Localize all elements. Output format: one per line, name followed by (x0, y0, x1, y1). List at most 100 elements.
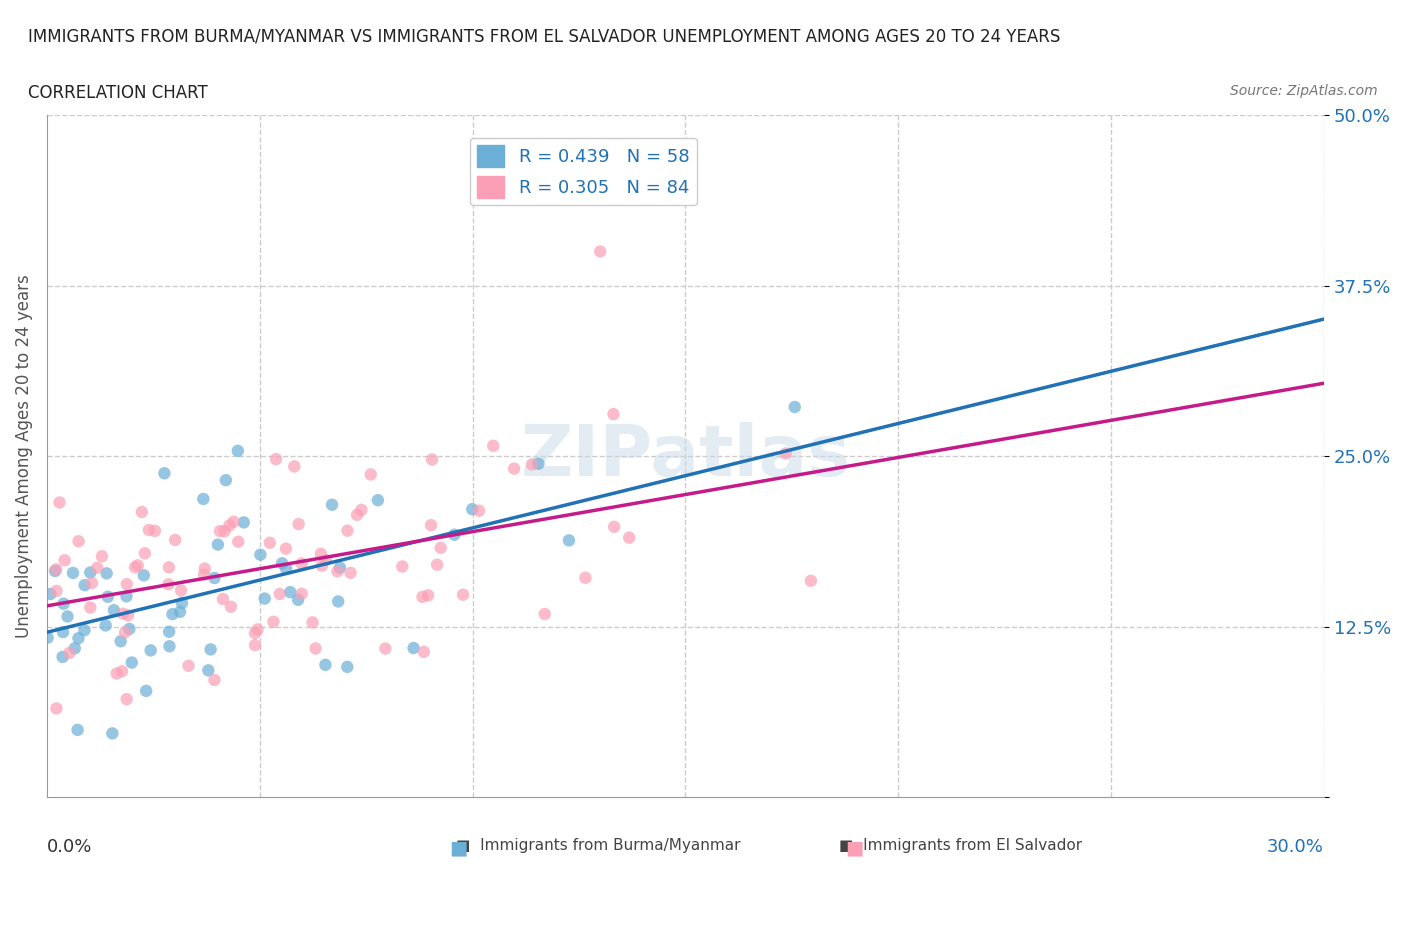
Point (800, 574, 823, 589)
Point (360, 467, 382, 482)
Point (291, 586, 314, 601)
Point (121, 655, 143, 670)
Point (67, 534, 90, 549)
Point (367, 493, 389, 508)
Text: 30.0%: 30.0% (1267, 838, 1324, 857)
Point (311, 558, 333, 573)
Point (418, 588, 440, 603)
Point (103, 603, 125, 618)
Point (503, 461, 526, 476)
Point (328, 594, 350, 609)
Point (315, 552, 337, 567)
Point (402, 641, 425, 656)
Point (420, 452, 443, 467)
Point (79, 600, 101, 615)
Point (67, 631, 90, 645)
Text: ZIPatlas: ZIPatlas (520, 421, 851, 491)
Point (112, 606, 135, 621)
Point (170, 583, 193, 598)
Point (110, 634, 132, 649)
Point (45, 583, 67, 598)
Point (138, 523, 160, 538)
Point (346, 508, 368, 523)
Point (197, 663, 219, 678)
Point (336, 524, 359, 538)
Point (468, 503, 491, 518)
Point (94, 618, 117, 632)
Point (218, 518, 240, 533)
Point (520, 457, 543, 472)
Point (336, 659, 359, 674)
Point (114, 625, 136, 640)
Point (232, 515, 254, 530)
Text: ■  Immigrants from Burma/Myanmar: ■ Immigrants from Burma/Myanmar (456, 838, 740, 853)
Point (204, 571, 226, 586)
Point (45, 562, 67, 577)
Point (321, 498, 343, 512)
Point (207, 538, 229, 552)
Point (269, 587, 291, 602)
Text: IMMIGRANTS FROM BURMA/MYANMAR VS IMMIGRANTS FROM EL SALVADOR UNEMPLOYMENT AMONG : IMMIGRANTS FROM BURMA/MYANMAR VS IMMIGRA… (28, 28, 1060, 46)
Point (443, 527, 465, 542)
Point (165, 533, 187, 548)
Point (420, 518, 443, 533)
Text: ■: ■ (845, 838, 863, 857)
Point (249, 547, 271, 562)
Point (124, 560, 146, 575)
Point (131, 505, 153, 520)
Point (132, 568, 155, 583)
Point (58, 645, 80, 660)
Point (301, 615, 323, 630)
Text: ■  Immigrants from El Salvador: ■ Immigrants from El Salvador (838, 838, 1081, 853)
Point (202, 672, 225, 687)
Point (574, 570, 596, 585)
Point (134, 546, 156, 561)
Point (193, 567, 215, 582)
Point (253, 591, 276, 606)
Point (527, 457, 550, 472)
Point (329, 560, 352, 575)
Point (291, 556, 314, 571)
Point (105, 666, 128, 681)
Point (283, 459, 305, 474)
Point (111, 664, 134, 679)
Point (482, 438, 505, 453)
Point (66, 723, 89, 737)
Point (153, 466, 176, 481)
Point (200, 642, 222, 657)
Point (52, 649, 75, 664)
Point (39, 587, 62, 602)
Point (63, 641, 86, 656)
Point (139, 643, 162, 658)
Point (48, 495, 70, 510)
Point (177, 658, 200, 673)
Point (169, 604, 191, 619)
Point (309, 546, 332, 561)
Point (350, 502, 373, 517)
Point (157, 624, 180, 639)
Point (96, 566, 118, 581)
Point (619, 530, 641, 545)
Point (391, 559, 413, 574)
Point (52, 625, 75, 640)
Point (79, 565, 101, 580)
Point (209, 524, 232, 538)
Point (603, 519, 626, 534)
Point (194, 561, 217, 576)
Point (339, 565, 361, 580)
Point (62, 565, 84, 580)
Point (97, 590, 120, 604)
Point (73, 578, 96, 592)
Point (314, 658, 336, 672)
Point (157, 560, 180, 575)
Point (226, 444, 249, 458)
Point (170, 595, 193, 610)
Point (589, 244, 612, 259)
Point (115, 577, 138, 591)
Point (53, 552, 76, 567)
Point (274, 541, 297, 556)
Point (115, 589, 138, 604)
Point (118, 621, 141, 636)
Point (461, 502, 484, 517)
Point (115, 692, 138, 707)
